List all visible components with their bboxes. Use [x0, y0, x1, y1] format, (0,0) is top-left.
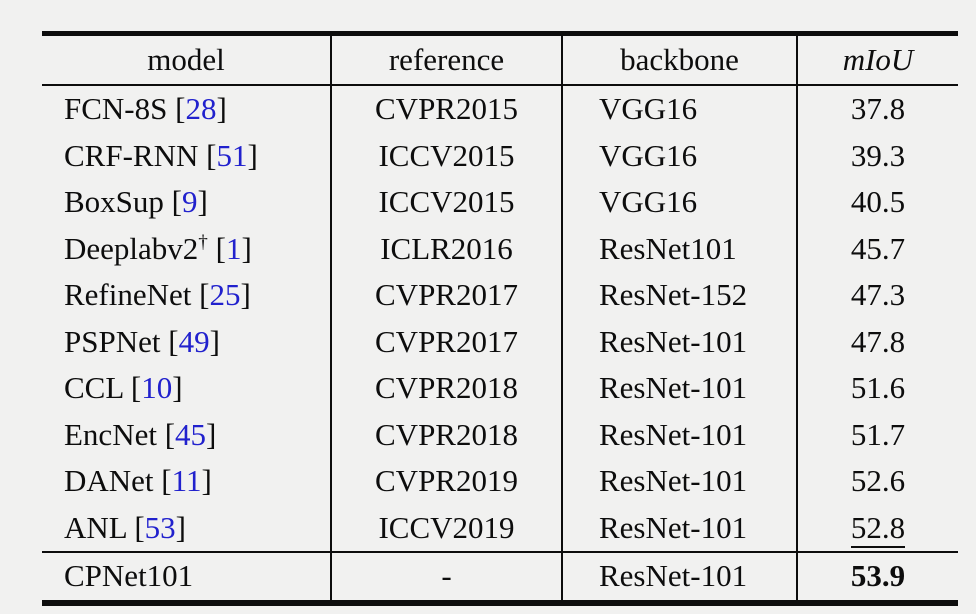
reference-cell: ICCV2015 — [330, 179, 562, 226]
model-name: CPNet101 — [64, 558, 194, 594]
model-cell: ANL [53] — [64, 509, 186, 545]
model-name: CCL — [64, 370, 124, 406]
backbone-cell: VGG16 — [561, 132, 797, 179]
reference-cell: CVPR2018 — [330, 365, 562, 412]
model-cell: Deeplabv2† [1] — [64, 230, 252, 266]
miou-cell: 37.8 — [796, 85, 958, 133]
backbone-cell: ResNet-101 — [561, 318, 797, 365]
reference-cell: ICLR2016 — [330, 225, 562, 272]
miou-cell: 51.6 — [796, 365, 958, 412]
miou-value: 37.8 — [850, 91, 906, 127]
miou-cell: 40.5 — [796, 179, 958, 226]
model-name: BoxSup — [64, 184, 164, 220]
citation-number: 10 — [141, 370, 173, 406]
backbone-cell: ResNet-101 — [561, 504, 797, 552]
table-row: CCL [10] CVPR2018 ResNet-101 51.6 — [42, 365, 958, 412]
column-header-backbone: backbone — [561, 33, 797, 86]
model-cell: RefineNet [25] — [64, 277, 251, 313]
backbone-cell: ResNet-101 — [561, 365, 797, 412]
citation-number: 25 — [209, 277, 241, 313]
miou-value: 52.6 — [850, 463, 906, 499]
miou-cell: 45.7 — [796, 225, 958, 272]
table-row: FCN-8S [28] CVPR2015 VGG16 37.8 — [42, 85, 958, 133]
reference-cell: CVPR2017 — [330, 318, 562, 365]
backbone-cell: ResNet-101 — [561, 458, 797, 505]
table-row: CRF-RNN [51] ICCV2015 VGG16 39.3 — [42, 132, 958, 179]
model-name: DANet — [64, 463, 154, 499]
model-cell: EncNet [45] — [64, 416, 217, 452]
reference-cell: CVPR2019 — [330, 458, 562, 505]
model-cell: CPNet101 — [42, 551, 331, 603]
model-name: CRF-RNN — [64, 137, 199, 173]
table-row: DANet [11] CVPR2019 ResNet-101 52.6 — [42, 458, 958, 505]
miou-cell: 51.7 — [796, 411, 958, 458]
miou-value: 39.3 — [850, 137, 906, 173]
reference-cell: CVPR2017 — [330, 272, 562, 319]
reference-cell: CVPR2018 — [330, 411, 562, 458]
model-name: Deeplabv2 — [64, 230, 199, 266]
backbone-cell: ResNet-101 — [561, 411, 797, 458]
citation-number: 53 — [144, 509, 176, 545]
backbone-cell: ResNet-101 — [561, 551, 797, 603]
miou-cell: 52.8 — [796, 504, 958, 552]
miou-value: 47.8 — [850, 323, 906, 359]
miou-cell: 39.3 — [796, 132, 958, 179]
column-header-reference: reference — [330, 33, 562, 86]
miou-value: 47.3 — [850, 277, 906, 313]
column-header-miou: mIoU — [796, 33, 958, 86]
model-name: ANL — [64, 509, 127, 545]
miou-value: 40.5 — [850, 184, 906, 220]
backbone-cell: VGG16 — [561, 179, 797, 226]
citation-number: 49 — [178, 323, 210, 359]
citation-number: 9 — [182, 184, 198, 220]
column-header-model: model — [42, 33, 331, 86]
citation-number: 11 — [171, 463, 202, 499]
dagger-mark: † — [198, 232, 208, 254]
miou-value: 52.8 — [850, 509, 906, 548]
backbone-cell: ResNet-152 — [561, 272, 797, 319]
table-body: FCN-8S [28] CVPR2015 VGG16 37.8 CRF-RNN [51]… — [42, 85, 958, 603]
table-row: RefineNet [25] CVPR2017 ResNet-152 47.3 — [42, 272, 958, 319]
miou-cell: 47.3 — [796, 272, 958, 319]
miou-value: 53.9 — [850, 558, 906, 594]
model-cell: CCL [10] — [64, 370, 183, 406]
citation-number: 1 — [225, 230, 242, 266]
backbone-cell: VGG16 — [561, 85, 797, 133]
table-row: Deeplabv2† [1] ICLR2016 ResNet101 45.7 — [42, 225, 958, 272]
model-name: PSPNet — [64, 323, 161, 359]
citation-number: 28 — [185, 91, 217, 127]
table-row: BoxSup [9] ICCV2015 VGG16 40.5 — [42, 179, 958, 226]
citation-number: 45 — [175, 416, 207, 452]
citation-number: 51 — [216, 137, 248, 173]
model-cell: CRF-RNN [51] — [64, 137, 258, 173]
backbone-cell: ResNet101 — [561, 225, 797, 272]
reference-cell: CVPR2015 — [330, 85, 562, 133]
table-row: PSPNet [49] CVPR2017 ResNet-101 47.8 — [42, 318, 958, 365]
reference-cell: ICCV2015 — [330, 132, 562, 179]
model-name: EncNet — [64, 416, 157, 452]
reference-cell: - — [330, 551, 562, 603]
table-row-cpnet: CPNet101 - ResNet-101 53.9 — [42, 551, 958, 603]
model-cell: PSPNet [49] — [64, 323, 220, 359]
table-row: ANL [53] ICCV2019 ResNet-101 52.8 — [42, 504, 958, 552]
model-cell: FCN-8S [28] — [64, 91, 227, 127]
results-table: model reference backbone mIoU FCN-8S [28… — [42, 31, 958, 606]
miou-value: 45.7 — [850, 230, 906, 266]
miou-value: 51.7 — [850, 416, 906, 452]
model-name: FCN-8S — [64, 91, 168, 127]
table-row: EncNet [45] CVPR2018 ResNet-101 51.7 — [42, 411, 958, 458]
miou-cell: 52.6 — [796, 458, 958, 505]
miou-value: 51.6 — [850, 370, 906, 406]
reference-cell: ICCV2019 — [330, 504, 562, 552]
miou-cell: 47.8 — [796, 318, 958, 365]
miou-cell: 53.9 — [796, 551, 958, 603]
model-name: RefineNet — [64, 277, 192, 313]
model-cell: DANet [11] — [64, 463, 212, 499]
model-cell: BoxSup [9] — [64, 184, 208, 220]
header-row: model reference backbone mIoU — [42, 33, 958, 86]
